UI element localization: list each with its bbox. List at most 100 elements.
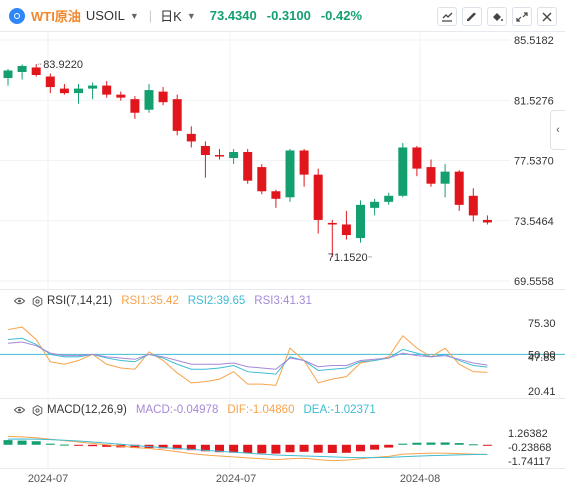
- macd-bar: [313, 444, 323, 453]
- macd-bar: [229, 444, 239, 453]
- macd-bar: [3, 440, 13, 445]
- candle: [313, 174, 323, 220]
- time-axis-label: 2024-07: [216, 473, 256, 485]
- macd-bar: [327, 444, 337, 453]
- candle: [200, 145, 210, 156]
- candle: [186, 133, 196, 142]
- price-axis-label: 69.5558: [514, 276, 554, 288]
- macd-value: MACD:-0.04978: [135, 404, 219, 416]
- rsi-header: RSI(7,14,21) RSI1:35.42 RSI2:39.65 RSI3:…: [0, 293, 312, 309]
- time-axis-label: 2024-07: [28, 473, 68, 485]
- candle: [299, 150, 309, 175]
- header-divider: |: [148, 8, 153, 23]
- macd-bar: [88, 444, 98, 447]
- candle: [88, 85, 98, 89]
- macd-bar: [215, 444, 224, 453]
- candle: [440, 171, 450, 184]
- price-axis-label: 73.5464: [514, 216, 554, 228]
- price-axis-label: 85.5182: [514, 35, 554, 47]
- rsi-axis-label: 50.00: [528, 349, 556, 361]
- macd-bar: [59, 444, 69, 446]
- macd-bar: [130, 444, 140, 449]
- candle: [102, 85, 112, 95]
- macd-bar: [243, 444, 253, 453]
- period-dropdown-icon[interactable]: ▼: [186, 10, 196, 21]
- candle: [426, 167, 436, 184]
- candle: [412, 147, 422, 169]
- price-change: -0.3100: [266, 8, 311, 23]
- macd-bar: [158, 444, 168, 449]
- macd-bar: [440, 442, 450, 445]
- candle: [341, 224, 351, 236]
- candle: [271, 191, 281, 199]
- candle: [398, 147, 408, 196]
- candle: [285, 150, 295, 198]
- macd-bar: [356, 444, 365, 452]
- macd-bar: [285, 444, 295, 453]
- period-selector[interactable]: 日K: [160, 9, 182, 24]
- candle: [144, 90, 154, 110]
- expand-icon[interactable]: [512, 7, 532, 26]
- settings-icon[interactable]: [32, 404, 43, 416]
- macd-bar: [341, 444, 351, 453]
- macd-line-dif: [7, 435, 488, 462]
- candle: [45, 76, 55, 88]
- macd-axis-label: -0.23868: [508, 442, 551, 454]
- settings-icon[interactable]: [32, 295, 43, 307]
- symbol-dropdown-icon[interactable]: ▼: [129, 10, 139, 21]
- macd-bar: [200, 444, 210, 452]
- candle: [370, 201, 380, 208]
- candle: [130, 99, 140, 113]
- candle: [158, 91, 168, 103]
- candle: [31, 67, 41, 76]
- candle: [59, 88, 69, 94]
- eye-icon[interactable]: [14, 296, 25, 307]
- close-icon[interactable]: [537, 7, 557, 26]
- candle: [454, 171, 464, 205]
- drawing-icon[interactable]: [462, 7, 482, 26]
- collapse-panel-icon[interactable]: ‹: [550, 110, 565, 150]
- candle: [468, 195, 478, 216]
- candle: [74, 88, 83, 94]
- macd-bar: [172, 444, 182, 450]
- candle: [3, 70, 13, 79]
- macd-bar: [426, 442, 436, 445]
- symbol-name[interactable]: WTI原油: [31, 9, 81, 24]
- time-axis-label: 2024-08: [400, 473, 440, 485]
- macd-bar: [271, 444, 281, 454]
- rsi-axis-label: 20.41: [528, 386, 556, 398]
- candle: [229, 151, 239, 159]
- candle: [327, 222, 337, 225]
- macd-title: MACD(12,26,9): [47, 404, 127, 416]
- candle: [116, 94, 126, 98]
- eye-icon[interactable]: [14, 405, 25, 416]
- macd-bar: [412, 442, 422, 445]
- fill-icon[interactable]: [487, 7, 507, 26]
- candle: [215, 155, 224, 157]
- symbol-ticker[interactable]: USOIL: [85, 8, 125, 23]
- macd-bar: [186, 444, 196, 451]
- rsi1-value: RSI1:35.42: [121, 295, 179, 307]
- indicator-icon[interactable]: [437, 7, 457, 26]
- rsi3-value: RSI3:41.31: [254, 295, 312, 307]
- macd-bar: [17, 440, 27, 445]
- candle: [356, 204, 365, 239]
- macd-bar: [370, 444, 380, 450]
- dif-value: DIF:-1.04860: [227, 404, 295, 416]
- chart-header: WTI原油 USOIL ▼ | 日K ▼ 73.4340 -0.3100 -0.…: [0, 0, 565, 31]
- macd-bar: [257, 444, 267, 454]
- macd-bar: [384, 444, 394, 448]
- macd-line-dea: [7, 438, 488, 459]
- candle: [243, 151, 253, 181]
- macd-bar: [45, 443, 55, 445]
- macd-bar: [454, 443, 464, 445]
- rsi-axis-label: 47.85: [528, 352, 556, 364]
- macd-axis-label: 1.26382: [508, 428, 548, 440]
- candle: [482, 219, 492, 223]
- price-change-percent: -0.42%: [320, 8, 363, 23]
- rsi-line-rsi2: [7, 337, 488, 375]
- rsi-axis-label: 75.30: [528, 318, 556, 330]
- rsi-title: RSI(7,14,21): [47, 295, 113, 307]
- candle: [384, 195, 394, 202]
